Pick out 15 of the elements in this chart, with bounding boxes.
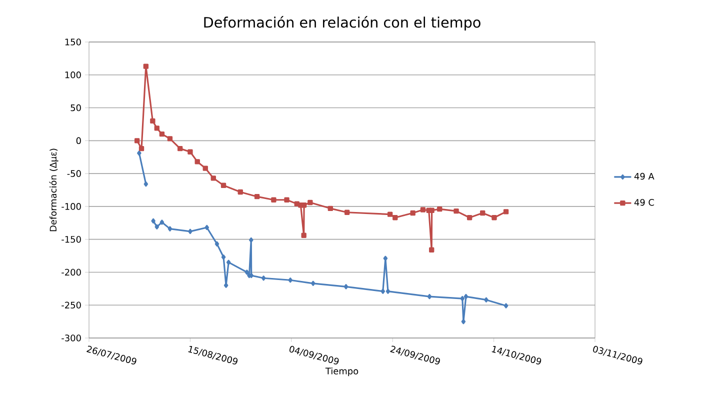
legend-label: 49 A <box>634 172 654 180</box>
x-axis-title: Tiempo <box>325 367 358 376</box>
y-tick-label: 100 <box>65 72 81 78</box>
y-tick-label: -100 <box>62 203 81 210</box>
y-tick-label: -150 <box>62 236 81 243</box>
y-tick-label: 50 <box>70 104 81 112</box>
chart-title: Deformación en relación con el tiempo <box>204 16 480 31</box>
y-tick-label: 0 <box>76 137 81 144</box>
y-axis-title: Deformación (Δμε) <box>49 148 58 232</box>
y-tick-label: -200 <box>62 268 81 276</box>
y-tick-label: 150 <box>65 38 81 46</box>
legend-label: 49 C <box>634 198 654 206</box>
y-tick-label: -300 <box>62 334 81 342</box>
y-tick-label: -250 <box>62 302 81 308</box>
y-tick-label: -50 <box>67 170 81 177</box>
